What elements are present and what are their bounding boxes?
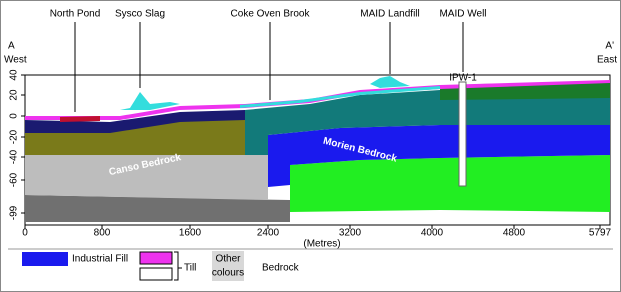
y-tick-label: 20 (9, 89, 20, 101)
top-label: North Pond (50, 9, 101, 20)
legend-label: colours (212, 268, 244, 279)
page: Canso Bedrock Morien Bedrock IPW-1 North… (0, 0, 621, 292)
top-label: Sysco Slag (115, 9, 165, 20)
legend-label: Till (184, 263, 196, 274)
cross-section: Canso Bedrock Morien Bedrock IPW-1 North… (0, 0, 621, 292)
end-letter: A (8, 41, 15, 52)
x-tick-label: 4000 (421, 228, 444, 239)
legend-swatch (140, 268, 172, 280)
y-tick-label: -40 (9, 149, 20, 164)
y-tick-label: -60 (9, 172, 20, 187)
top-label: MAID Landfill (360, 9, 419, 20)
end-direction: West (4, 55, 27, 66)
layer-red (60, 116, 100, 122)
x-tick-label: 1600 (179, 228, 202, 239)
x-tick-label: 800 (94, 228, 111, 239)
x-tick-label: 2400 (257, 228, 280, 239)
well (459, 82, 466, 186)
x-tick-label: 0 (22, 228, 28, 239)
layer-green (290, 155, 610, 212)
x-axis-title: (Metres) (303, 239, 340, 250)
y-tick-label: -20 (9, 129, 20, 144)
legend-swatch (22, 252, 68, 266)
end-letter: A' (605, 41, 614, 52)
top-label: Coke Oven Brook (231, 9, 311, 20)
y-tick-label: 0 (9, 113, 20, 119)
x-tick-label: 4800 (503, 228, 526, 239)
x-tick-label: 3200 (339, 228, 362, 239)
y-tick-label: -99 (9, 205, 20, 220)
legend-label: Bedrock (262, 263, 300, 274)
legend-label: Other (215, 254, 241, 265)
end-direction: East (597, 55, 617, 66)
top-label: MAID Well (439, 9, 486, 20)
y-tick-label: 40 (9, 69, 20, 81)
well-label: IPW-1 (449, 73, 477, 84)
legend-swatch (140, 252, 172, 264)
x-tick-label: 5797 (589, 228, 612, 239)
legend-label: Industrial Fill (72, 254, 128, 265)
